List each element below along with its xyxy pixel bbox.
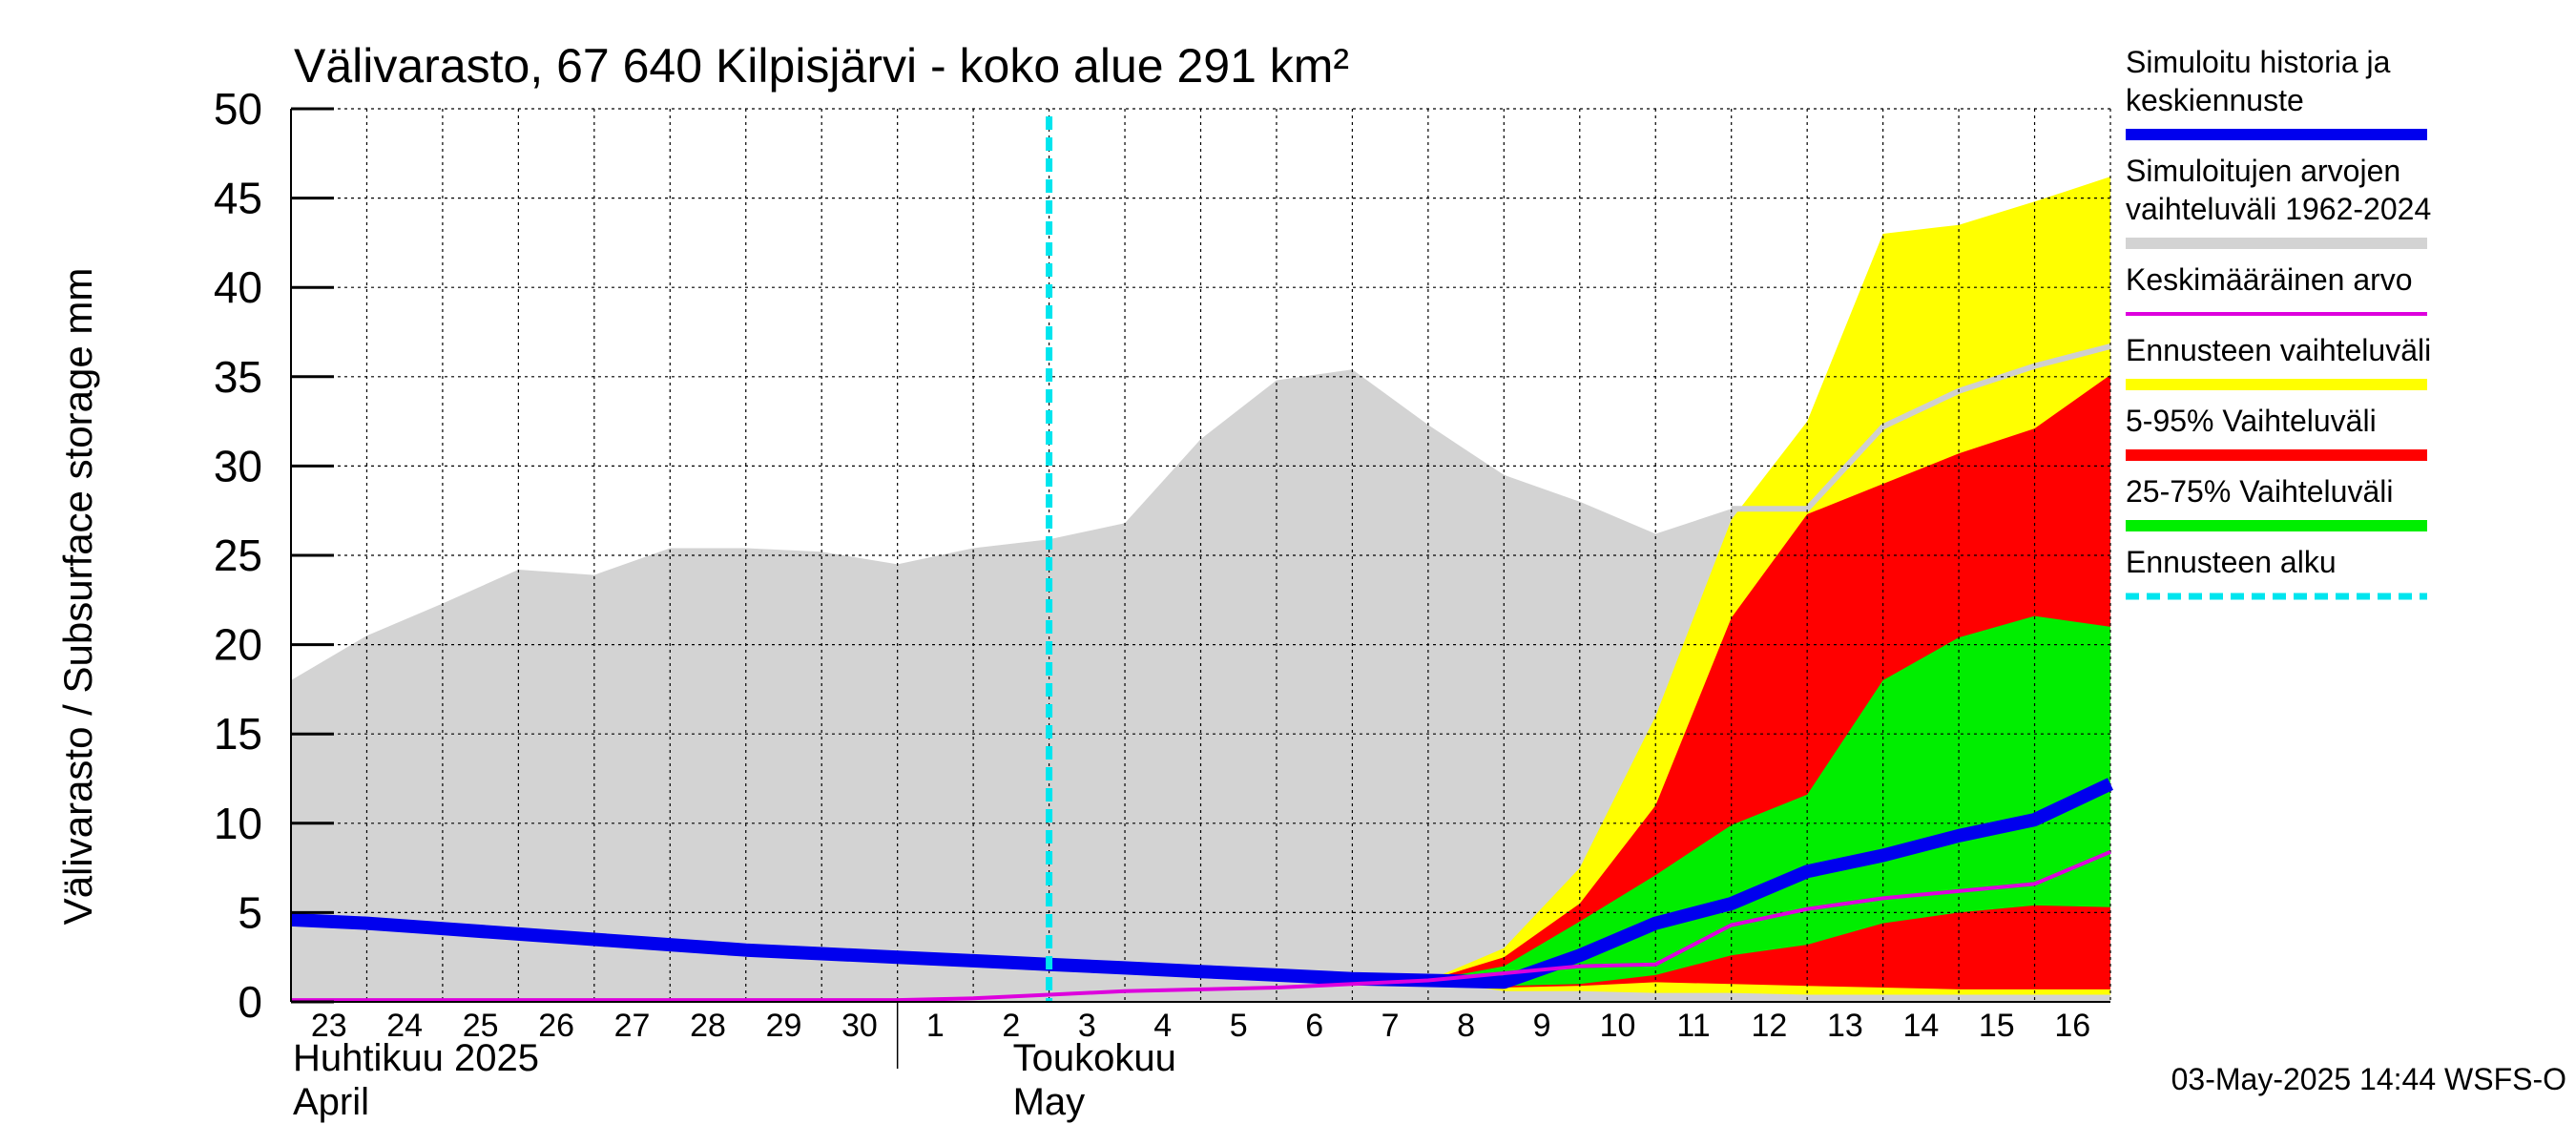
legend-label: 25-75% Vaihteluväli [2126, 474, 2393, 509]
legend-label: Keskimääräinen arvo [2126, 262, 2413, 297]
x-tick-label: 27 [614, 1008, 651, 1044]
y-tick-label: 35 [214, 352, 262, 402]
historical-max-line [1731, 344, 2111, 512]
legend: Simuloitu historia ja keskiennuste Simuloi… [2126, 45, 2431, 600]
chart-title: Välivarasto, 67 640 Kilpisjärvi - koko a… [294, 39, 1349, 93]
legend-label: Simuloitujen arvojen [2126, 154, 2400, 188]
x-tick-label: 5 [1230, 1008, 1248, 1044]
y-tick-label: 50 [214, 84, 262, 134]
x-tick-label: 29 [766, 1008, 802, 1044]
x-tick-label: 30 [841, 1008, 878, 1044]
x-tick-label: 9 [1533, 1008, 1551, 1044]
y-tick-label: 0 [238, 977, 262, 1027]
y-tick-label: 25 [214, 531, 262, 580]
legend-label: keskiennuste [2126, 83, 2304, 117]
x-tick-label: 10 [1600, 1008, 1636, 1044]
month-label: Toukokuu [1013, 1037, 1176, 1079]
y-tick-label: 45 [214, 174, 262, 223]
series-line-2 [291, 849, 2111, 1003]
y-tick-label: 10 [214, 799, 262, 848]
legend-label: Simuloitu historia ja [2126, 45, 2391, 79]
x-tick-label: 13 [1827, 1008, 1863, 1044]
legend-label: vaihteluväli 1962-2024 [2126, 192, 2431, 226]
month-label-en: May [1013, 1081, 1086, 1123]
x-tick-label: 3 [1078, 1008, 1096, 1044]
x-tick-label: 24 [386, 1008, 423, 1044]
x-tick-label: 4 [1153, 1008, 1172, 1044]
x-tick-label: 25 [463, 1008, 499, 1044]
x-tick-label: 2 [1002, 1008, 1020, 1044]
x-tick-label: 28 [690, 1008, 726, 1044]
legend-label: Ennusteen vaihteluväli [2126, 333, 2431, 367]
x-tick-label: 26 [538, 1008, 574, 1044]
x-tick-label: 7 [1381, 1008, 1400, 1044]
x-tick-label: 12 [1752, 1008, 1788, 1044]
series-line-1 [290, 778, 2113, 989]
x-tick-label: 23 [311, 1008, 347, 1044]
y-tick-label: 15 [214, 709, 262, 759]
x-tick-label: 8 [1457, 1008, 1475, 1044]
x-tick-label: 1 [926, 1008, 945, 1044]
series-lines [290, 116, 2113, 1003]
month-label-en: April [293, 1081, 369, 1123]
y-tick-label: 40 [214, 262, 262, 312]
y-tick-label: 20 [214, 620, 262, 670]
y-tick-label: 5 [238, 887, 262, 937]
x-tick-label: 16 [2054, 1008, 2090, 1044]
legend-label: Ennusteen alku [2126, 545, 2337, 579]
legend-label: 5-95% Vaihteluväli [2126, 404, 2377, 438]
y-axis-label: Välivarasto / Subsurface storage mm [55, 268, 100, 926]
x-tick-label: 14 [1902, 1008, 1939, 1044]
timestamp: 03-May-2025 14:44 WSFS-O [2171, 1062, 2566, 1096]
x-tick-label: 15 [1979, 1008, 2015, 1044]
x-tick-label: 11 [1676, 1008, 1710, 1044]
x-tick-label: 6 [1305, 1008, 1323, 1044]
month-label: Huhtikuu 2025 [293, 1037, 539, 1079]
y-tick-label: 30 [214, 441, 262, 490]
